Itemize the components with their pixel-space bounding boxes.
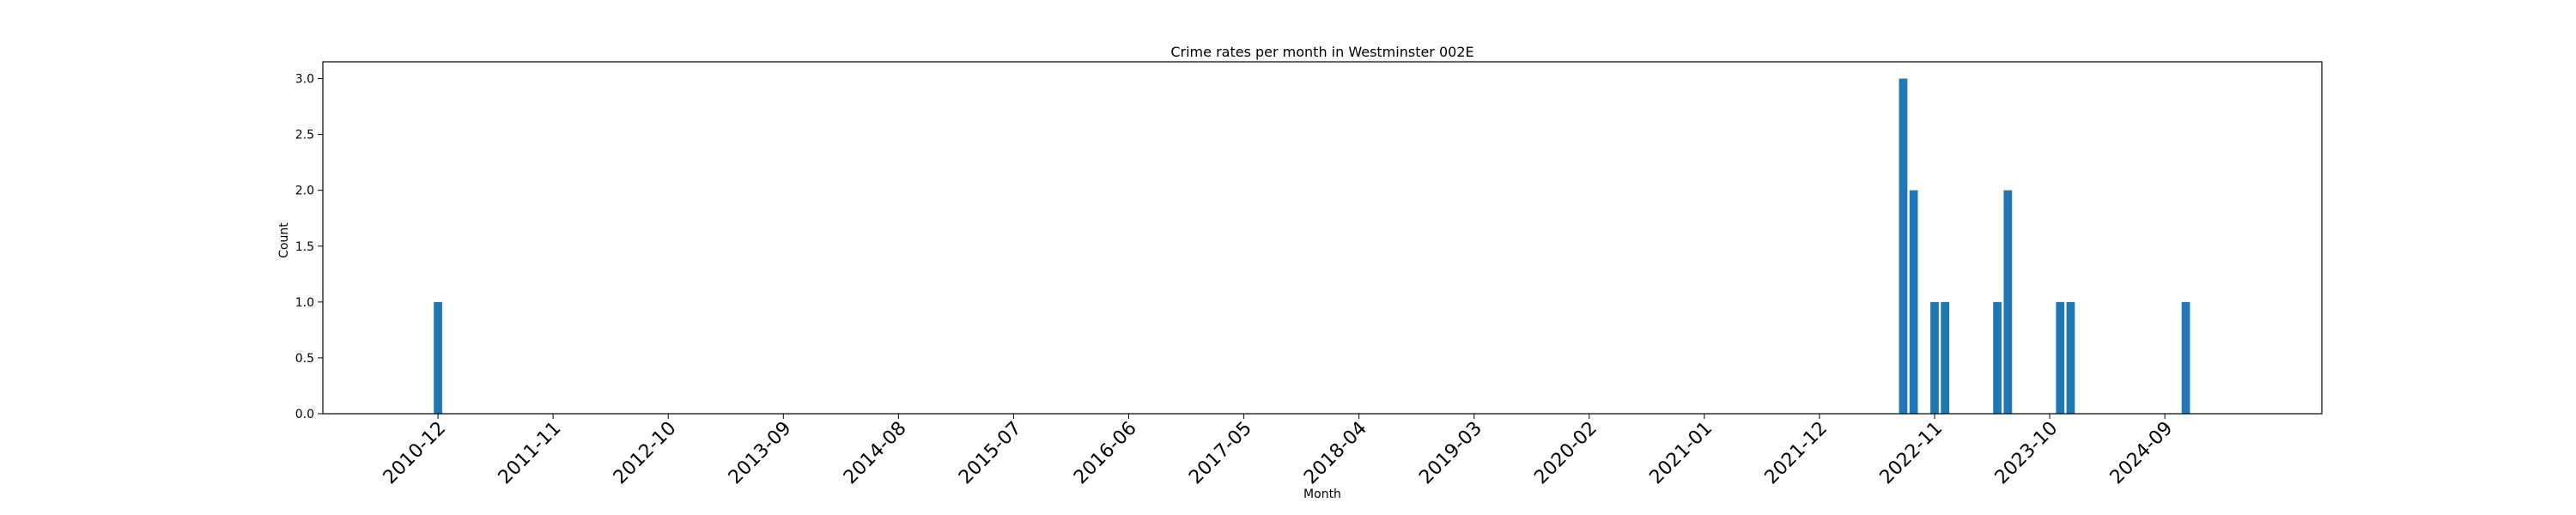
bar-2023-06 [2003,190,2013,414]
x-tick-label: 2011-11 [495,418,566,489]
x-tick-label: 2024-09 [2106,418,2178,489]
y-axis-label: Count [277,222,291,258]
bar-2023-05 [1993,301,2002,414]
x-axis-label: Month [1303,488,1341,501]
x-tick-label: 2018-04 [1300,418,1371,489]
x-tick-label: 2023-10 [1991,418,2063,489]
bar-2022-11 [1930,301,1939,414]
x-tick-label: 2019-03 [1415,418,1486,489]
bar-2010-12 [434,301,442,414]
x-ticks: 2010-12 2011-11 2012-10 2013-09 2014-08 2015-… [380,414,2178,489]
chart-title: Crime rates per month in Westminster 002… [1170,44,1473,60]
plot-frame [322,61,2323,415]
x-tick-label: 2022-11 [1876,418,1947,489]
y-tick-label: 1.0 [295,296,314,310]
bar-2024-11 [2181,301,2190,414]
bar-2023-11 [2056,301,2065,414]
bar-2023-12 [2066,301,2075,414]
y-ticks: 0.0 0.5 1.0 1.5 2.0 2.5 3.0 [295,73,323,421]
x-tick-label: 2020-02 [1530,418,1601,489]
bar-2022-08 [1899,78,1908,415]
bars [434,78,2190,415]
x-tick-label: 2016-06 [1070,418,1141,489]
x-tick-label: 2014-08 [840,418,911,489]
y-tick-label: 0.5 [295,352,314,366]
x-tick-label: 2021-01 [1645,418,1716,489]
x-tick-label: 2017-05 [1185,418,1256,489]
x-tick-label: 2013-09 [725,418,796,489]
y-tick-label: 2.5 [295,129,314,142]
y-tick-label: 1.5 [295,240,314,254]
x-tick-label: 2015-07 [955,418,1026,489]
y-tick-label: 2.0 [295,185,314,198]
y-tick-label: 3.0 [295,73,314,87]
bar-2022-09 [1909,190,1918,414]
x-tick-label: 2012-10 [610,418,681,489]
bar-2022-12 [1941,301,1950,414]
x-tick-label: 2010-12 [380,418,451,489]
x-tick-label: 2021-12 [1761,418,1832,489]
y-tick-label: 0.0 [295,408,314,421]
